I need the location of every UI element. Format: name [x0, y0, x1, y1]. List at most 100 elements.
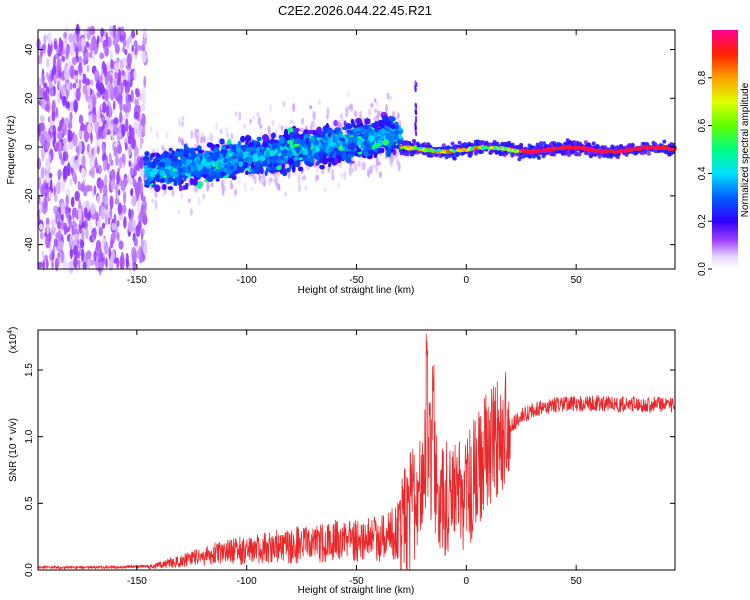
- spectrogram-cell: [357, 148, 362, 153]
- spectrogram-cell: [373, 143, 381, 148]
- spectrogram-cell: [45, 58, 50, 69]
- spectrogram-cell: [323, 142, 328, 148]
- spectrogram-cell: [196, 181, 203, 189]
- spectrogram-cell: [234, 190, 237, 196]
- spectrogram-cell: [362, 124, 369, 129]
- spectrogram-cell: [337, 182, 340, 189]
- spectrogram-cell: [78, 56, 83, 65]
- spectrogram-cell: [289, 119, 293, 125]
- spectrogram-cell: [94, 161, 99, 169]
- spectrogram-cell: [183, 149, 189, 155]
- spectrogram-cell: [133, 69, 137, 81]
- spectrogram-cell: [141, 43, 146, 52]
- spectrogram-cell: [108, 258, 114, 271]
- spectrogram-cell: [201, 158, 207, 165]
- spectrogram-cell: [282, 148, 289, 157]
- spectrogram-cell: [44, 141, 50, 151]
- spectrogram-cell: [113, 78, 116, 87]
- spectrogram-cell: [73, 256, 78, 269]
- spectrogram-cell: [117, 232, 120, 242]
- spectrogram-cell: [523, 153, 528, 158]
- spectrogram-cell: [171, 150, 175, 155]
- spectrogram-cell: [95, 211, 99, 222]
- spectrogram-cell: [103, 90, 109, 102]
- spectrogram-cell: [325, 114, 329, 120]
- spectrogram-cell: [78, 78, 82, 91]
- spectrogram-cell: [252, 114, 256, 122]
- spectrogram-cell: [118, 202, 122, 216]
- spectrogram-cell: [66, 162, 71, 177]
- spectrogram-cell: [63, 32, 67, 39]
- spectrogram-cell: [103, 159, 107, 172]
- spectrogram-cell: [81, 248, 85, 263]
- spectrogram-cell: [377, 110, 381, 118]
- spectrogram-cell: [283, 192, 287, 197]
- snr-x-tick-label: -50: [349, 576, 364, 587]
- spectrogram-cell: [89, 219, 92, 233]
- spectrogram-cell: [131, 44, 135, 52]
- spectrogram-cell: [415, 150, 420, 155]
- snr-y-ticks: 0.00.51.01.5: [24, 363, 675, 577]
- spectrogram-cell: [392, 110, 396, 116]
- spectrogram-cell: [66, 88, 69, 100]
- spectrogram-cell: [301, 117, 305, 126]
- spectrogram-cell: [352, 131, 358, 139]
- spectrogram-cell: [37, 261, 43, 269]
- spectrogram-cell: [38, 223, 44, 231]
- spectrogram-cell: [276, 165, 282, 171]
- spectrogram-cell: [141, 39, 147, 46]
- spectrogram-cell: [360, 138, 365, 142]
- spectrogram-cell: [189, 208, 193, 216]
- spectrogram-cell: [119, 58, 124, 71]
- spectrogram-cell: [362, 128, 369, 132]
- spectrogram-cell: [100, 206, 106, 220]
- spectrogram-cell: [80, 239, 85, 249]
- spectrogram-cell: [187, 165, 192, 171]
- spectrogram-cell: [223, 158, 227, 164]
- spectrogram-cell: [583, 140, 588, 145]
- spectrogram-cell: [649, 146, 654, 150]
- snr-y-tick-label: 0.0: [24, 563, 35, 577]
- spectrogram-cell: [86, 123, 92, 134]
- spectrogram-cell: [552, 146, 557, 149]
- spectrogram-cell: [375, 156, 379, 167]
- spectrogram-cell: [73, 99, 79, 113]
- spectrogram-cell: [587, 142, 591, 147]
- spectrogram-cell: [671, 148, 676, 151]
- spectrogram-cell: [348, 167, 352, 175]
- spectrogram-cell: [45, 235, 51, 249]
- spectrogram-cell: [221, 145, 226, 150]
- spectrogram-cell: [173, 182, 178, 186]
- spectrogram-cell: [315, 146, 319, 152]
- spectrogram-cell: [563, 146, 568, 149]
- spectrogram-cell: [93, 94, 96, 108]
- spectrogram-cell: [167, 186, 174, 191]
- spectrogram-cell: [288, 158, 293, 164]
- spectrogram-cell: [313, 152, 320, 160]
- spectrogram-x-tick-label: -150: [127, 275, 147, 286]
- spectrogram-cell: [56, 58, 62, 70]
- spectrogram-cell: [53, 205, 58, 214]
- spectrogram-cell: [265, 150, 271, 158]
- spectrogram-cell: [644, 144, 649, 148]
- spectrogram-cell: [460, 151, 464, 156]
- snr-y-tick-label: 1.0: [24, 429, 35, 443]
- spectrogram-cell: [211, 154, 218, 162]
- spectrogram-cell: [103, 184, 108, 197]
- spectrogram-cell: [385, 103, 389, 114]
- spectrogram-cell: [206, 182, 210, 192]
- spectrogram-y-tick-label: -40: [24, 237, 35, 252]
- spectrogram-cell: [45, 217, 50, 227]
- spectrogram-cell: [349, 131, 354, 135]
- spectrogram-cell: [44, 103, 50, 112]
- spectrogram-cell: [384, 130, 390, 134]
- spectrogram-cell: [265, 166, 272, 172]
- spectrogram-cell: [541, 154, 546, 159]
- spectrogram-cell: [338, 137, 346, 142]
- spectrogram-cell: [57, 212, 62, 221]
- spectrogram-cell: [253, 140, 257, 144]
- spectrogram-cell: [450, 152, 455, 157]
